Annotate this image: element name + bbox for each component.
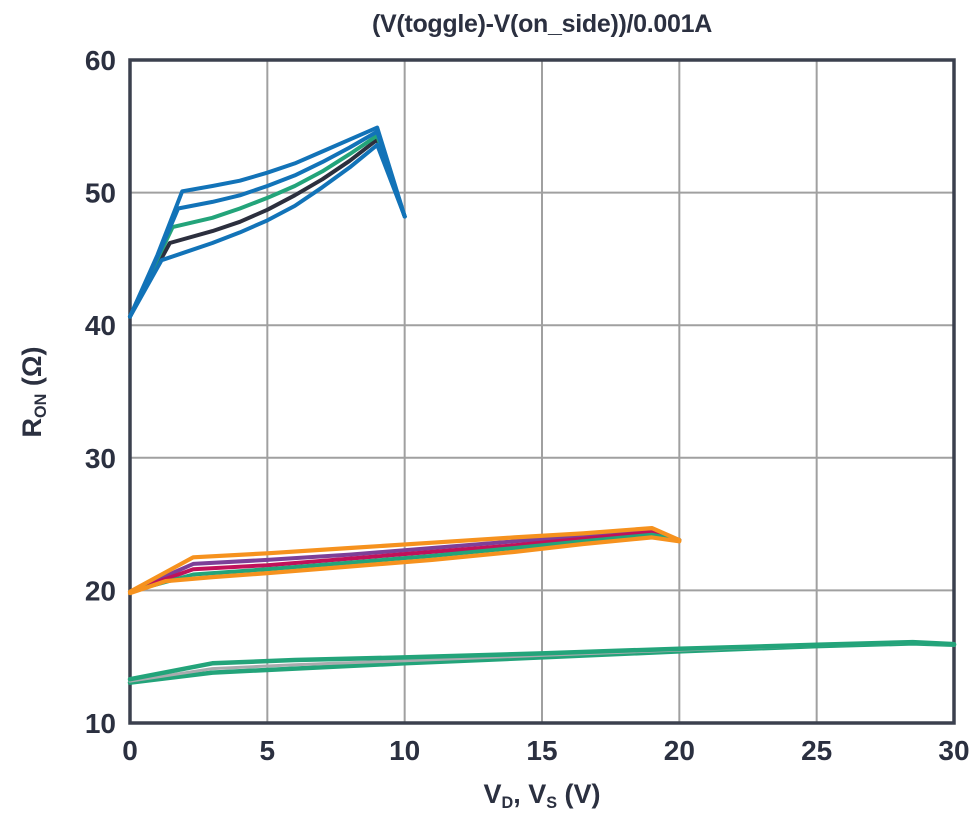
series-mid-vdd-orange-top [127,526,682,594]
y-axis-label-text: R [17,417,48,438]
x-tick-label-10: 10 [389,735,420,766]
y-tick-label-40: 40 [85,310,116,341]
series-high-vdd-black [128,137,407,319]
x-axis-label: VD, VS (V) [130,779,954,813]
series-mid-vdd-teal [128,532,682,594]
y-tick-label-60: 60 [85,45,116,76]
x-tick-label-20: 20 [664,735,695,766]
series-high-vdd-green [128,133,407,319]
x-tick-label-5: 5 [260,735,276,766]
series-mid-vdd-orange-bottom [127,535,682,596]
y-axis-label-subscript: ON [31,393,50,418]
x-axis-label-unit: (V) [557,779,601,809]
y-tick-label-50: 50 [85,178,116,209]
x-axis-label-subscript-1: D [501,793,514,812]
plot-border [128,58,956,725]
series-low-vdd-green-top [127,639,957,682]
y-axis-label-unit: (Ω) [17,346,48,394]
series-high-vdd-blue-inner [128,142,407,319]
y-tick-label-10: 10 [85,708,116,739]
y-axis-label: RON (Ω) [17,347,51,438]
chart-title: (V(toggle)-V(on_side))/0.001A [372,10,712,38]
x-tick-label-30: 30 [938,735,969,766]
x-axis-label-text-1: V [483,779,502,809]
series-high-vdd-blue-outer [128,125,407,319]
x-tick-label-0: 0 [122,735,138,766]
x-tick-label-25: 25 [801,735,832,766]
y-tick-label-30: 30 [85,443,116,474]
series-mid-vdd-crimson [128,530,682,594]
y-tick-label-20: 20 [85,575,116,606]
x-axis-label-subscript-2: S [546,793,558,812]
x-axis-label-text-2: , V [513,779,547,809]
x-tick-label-15: 15 [526,735,557,766]
